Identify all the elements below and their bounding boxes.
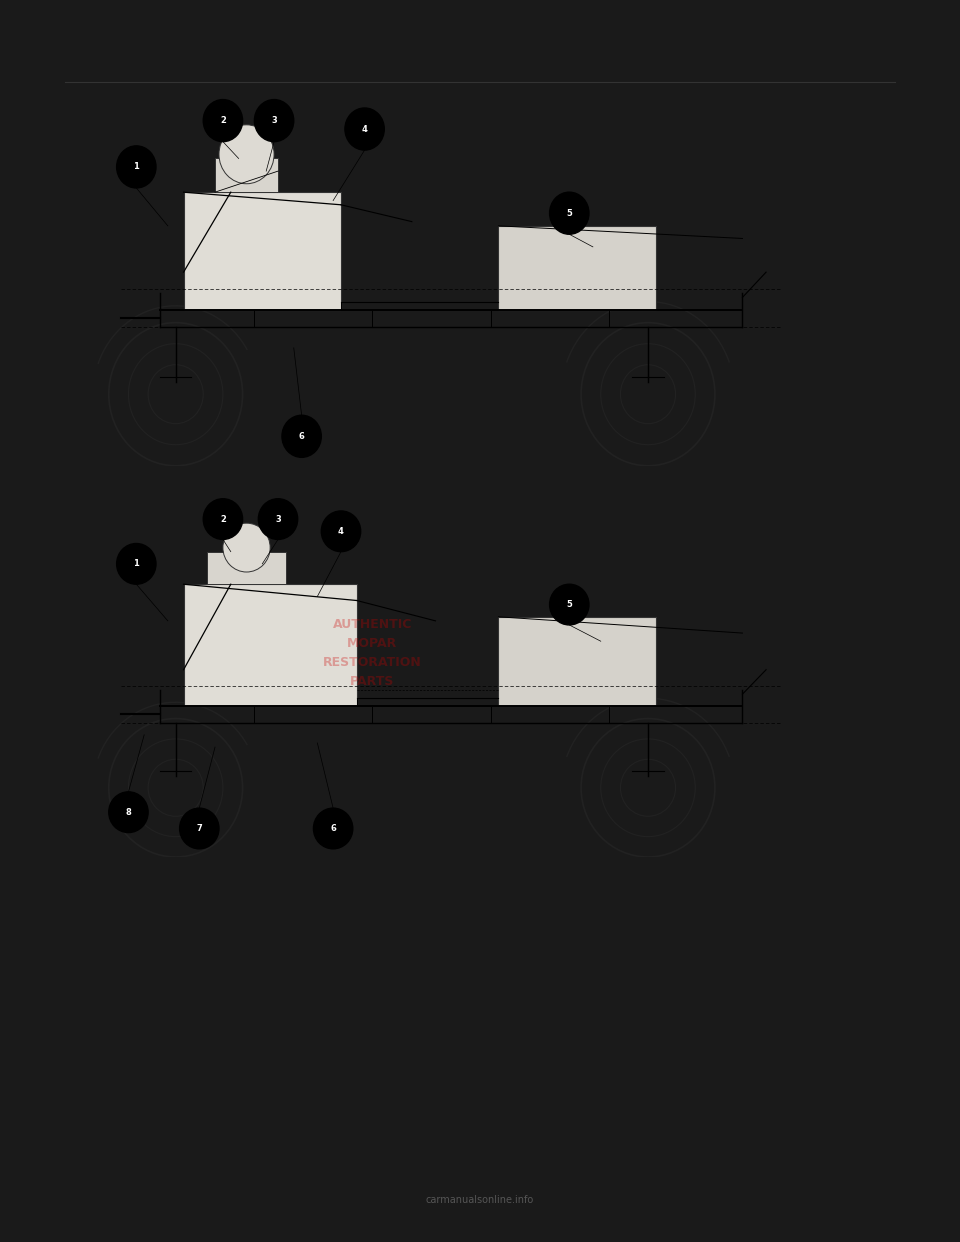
- Text: 8—Fuel Return Line: 8—Fuel Return Line: [516, 914, 603, 923]
- Circle shape: [204, 499, 243, 539]
- Circle shape: [282, 415, 322, 457]
- Circle shape: [549, 193, 589, 235]
- Text: moved to be burned in the engine. This removal is
performed by drawing these vap: moved to be burned in the engine. This r…: [493, 945, 746, 1083]
- Text: 4—Accelerator Treadle: 4—Accelerator Treadle: [516, 492, 616, 502]
- Circle shape: [313, 809, 353, 848]
- Circle shape: [254, 99, 294, 142]
- Text: 6—Fuel Pump: 6—Fuel Pump: [516, 883, 576, 892]
- Text: 2: 2: [220, 514, 226, 524]
- Circle shape: [219, 125, 275, 184]
- Circle shape: [204, 99, 243, 142]
- Text: 4: 4: [338, 527, 344, 535]
- Text: 5: 5: [566, 600, 572, 609]
- Text: normally vents to the atmosphere from the vehicle
fuel system.
The fuel vapor sy: normally vents to the atmosphere from th…: [65, 945, 316, 1083]
- Bar: [215, 159, 278, 193]
- Text: 2—Carburetor: 2—Carburetor: [180, 883, 242, 892]
- Text: 5: 5: [566, 209, 572, 217]
- Text: 4—Accelerator Treadle: 4—Accelerator Treadle: [180, 914, 280, 923]
- Circle shape: [322, 510, 361, 551]
- Text: 1—Fuel Line To Carburetor: 1—Fuel Line To Carburetor: [180, 868, 300, 877]
- Text: 6—Fuel Pump: 6—Fuel Pump: [516, 523, 576, 533]
- Circle shape: [116, 544, 156, 584]
- Circle shape: [258, 499, 298, 539]
- Text: 5—Fuel Tank and Gauge: 5—Fuel Tank and Gauge: [516, 868, 621, 877]
- Text: 5—Fuel Tank and Gauge: 5—Fuel Tank and Gauge: [516, 508, 621, 517]
- Circle shape: [345, 108, 384, 150]
- Text: 1: 1: [133, 163, 139, 171]
- Text: 7: 7: [197, 823, 203, 833]
- Text: FUEL  SYSTEM: FUEL SYSTEM: [419, 67, 541, 81]
- Bar: [183, 584, 357, 707]
- Text: AUTHENTIC
MOPAR
RESTORATION
PARTS: AUTHENTIC MOPAR RESTORATION PARTS: [324, 619, 421, 688]
- Text: 1—Fuel Line To Carburetor: 1—Fuel Line To Carburetor: [180, 492, 300, 502]
- Text: 8: 8: [126, 807, 132, 817]
- Text: 12846: 12846: [857, 836, 886, 845]
- Bar: [183, 193, 341, 310]
- Text: 3: 3: [272, 116, 276, 125]
- Text: E: E: [65, 67, 80, 84]
- Text: FIG. E-2—FUEL SYSTEM—EARLY MODEL—V-6  ENGINE: FIG. E-2—FUEL SYSTEM—EARLY MODEL—V-6 ENG…: [317, 848, 643, 858]
- Text: 6: 6: [299, 432, 304, 441]
- Text: 110: 110: [65, 1185, 87, 1196]
- Bar: [207, 551, 286, 584]
- Text: 2—Carburetor: 2—Carburetor: [180, 508, 242, 517]
- Circle shape: [180, 809, 219, 848]
- Text: 1: 1: [133, 559, 139, 569]
- Text: FIG. E-1—FUEL SYSTEM—EARLY MODEL—F-4  ENGINE: FIG. E-1—FUEL SYSTEM—EARLY MODEL—F-4 ENG…: [317, 473, 643, 482]
- Text: 7—Fuel Line To Fuel Pump: 7—Fuel Line To Fuel Pump: [516, 899, 633, 908]
- Circle shape: [549, 584, 589, 625]
- Text: 2: 2: [220, 116, 226, 125]
- Text: 3—Choke Cable: 3—Choke Cable: [180, 899, 249, 908]
- Circle shape: [223, 523, 270, 573]
- Text: carmanualsonline.info: carmanualsonline.info: [426, 1195, 534, 1205]
- Text: 4: 4: [362, 124, 368, 134]
- Bar: [498, 226, 656, 310]
- Text: 3—Choke Cable: 3—Choke Cable: [180, 523, 249, 533]
- Bar: [498, 617, 656, 707]
- Circle shape: [108, 792, 148, 832]
- Text: 12845: 12845: [857, 460, 886, 469]
- Text: 6: 6: [330, 823, 336, 833]
- Circle shape: [116, 145, 156, 188]
- Text: 3: 3: [276, 514, 281, 524]
